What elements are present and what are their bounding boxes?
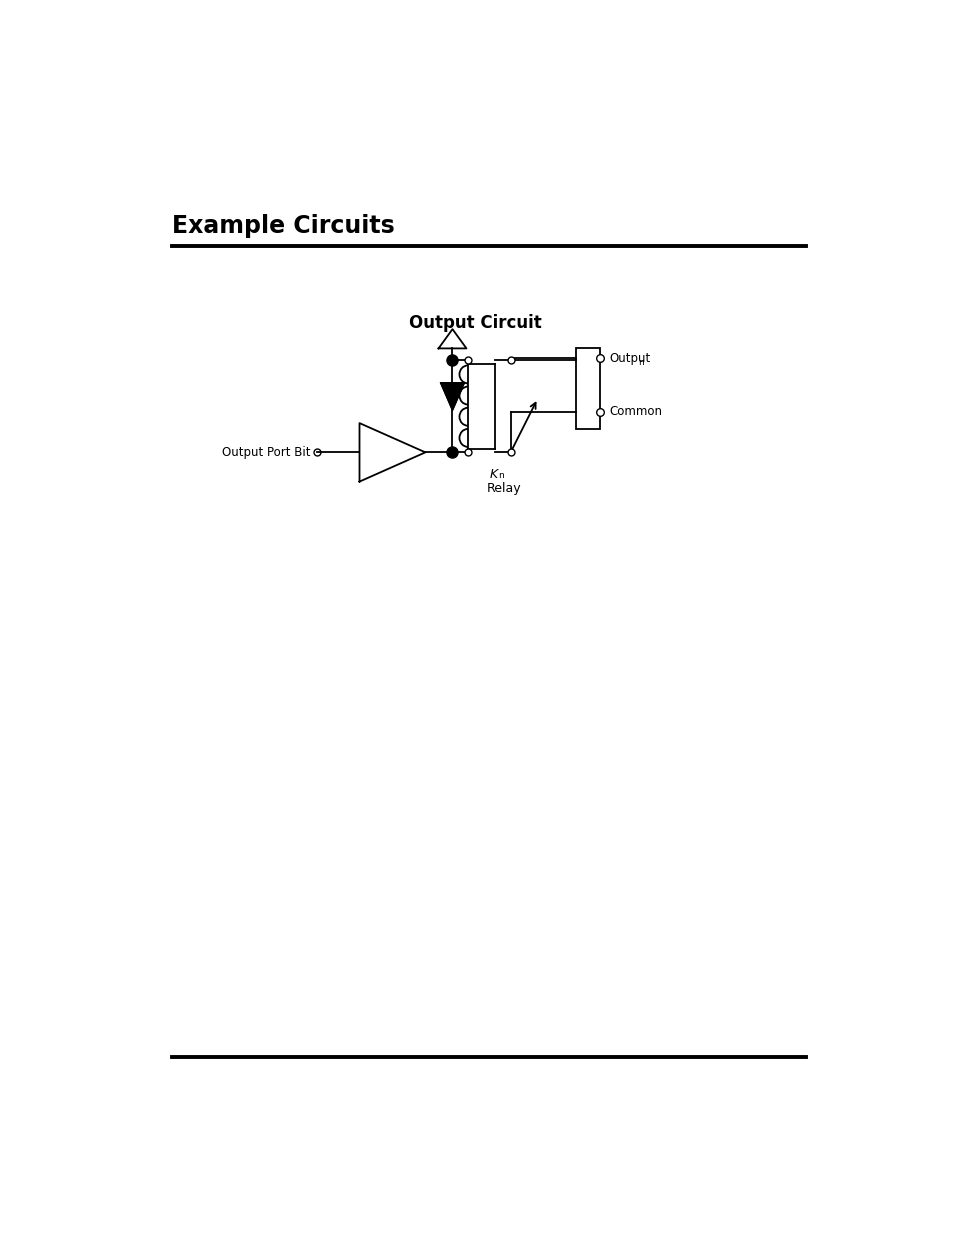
Text: Output: Output [608,352,650,364]
Bar [576,348,599,430]
Text: Common: Common [608,405,661,417]
Polygon shape [440,383,464,410]
Text: K: K [489,468,497,480]
Text: Relay: Relay [486,482,521,494]
Text: n: n [638,358,643,367]
Text: Example Circuits: Example Circuits [172,214,395,237]
Text: Output Circuit: Output Circuit [409,314,541,332]
Text: n: n [497,471,503,480]
Text: Output Port Bit: Output Port Bit [222,446,311,459]
